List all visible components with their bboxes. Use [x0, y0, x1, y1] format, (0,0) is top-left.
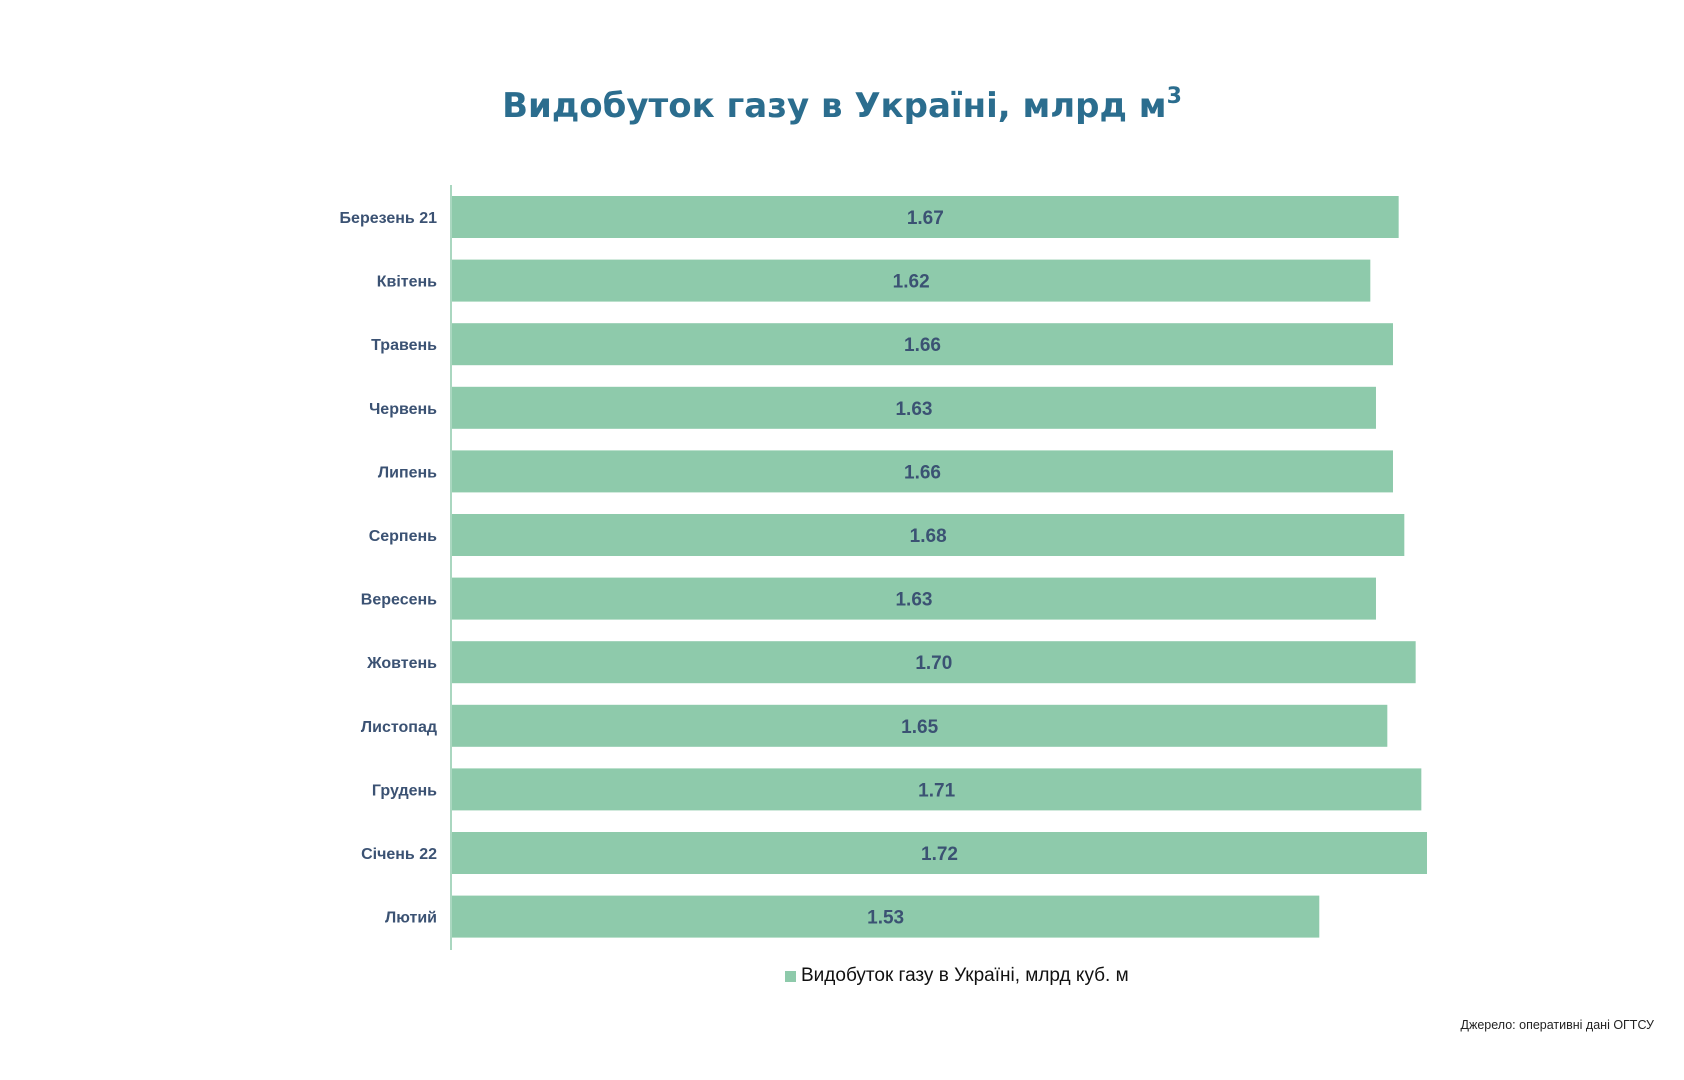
bar — [452, 704, 1388, 747]
legend: Видобуток газу в Україні, млрд куб. м — [785, 965, 1129, 987]
bar — [452, 386, 1376, 429]
category-label: Травень — [371, 337, 437, 354]
category-label: Лютий — [385, 910, 437, 927]
bar — [452, 832, 1427, 874]
bar — [452, 259, 1371, 302]
category-label: Жовтень — [366, 655, 437, 672]
chart-title: Видобуток газу в Україні, млрд м3 — [0, 84, 1684, 126]
category-label: Серпень — [369, 528, 437, 545]
bar — [452, 641, 1416, 684]
bar — [452, 514, 1405, 556]
category-label: Січень 22 — [361, 846, 437, 863]
legend-label: Видобуток газу в Україні, млрд куб. м — [801, 965, 1129, 986]
category-label: Липень — [378, 464, 437, 481]
data-label: 1.63 — [895, 590, 932, 611]
data-label: 1.62 — [893, 272, 930, 293]
chart-title-superscript: 3 — [1166, 84, 1182, 109]
category-label: Грудень — [372, 782, 437, 799]
data-label: 1.68 — [910, 526, 947, 547]
source-note: Джерело: оперативні дані ОГТСУ — [1460, 1018, 1654, 1032]
bar — [452, 768, 1422, 811]
bar — [452, 577, 1376, 620]
bar — [452, 323, 1393, 366]
data-label: 1.53 — [867, 908, 904, 929]
data-label: 1.70 — [915, 653, 952, 674]
data-label: 1.72 — [921, 844, 958, 865]
category-label: Березень 21 — [340, 210, 438, 227]
data-label: 1.65 — [901, 717, 938, 738]
bar — [452, 196, 1399, 238]
category-label: Вересень — [361, 592, 437, 609]
data-label: 1.71 — [918, 780, 955, 801]
chart-title-text: Видобуток газу в Україні, млрд м — [502, 86, 1167, 126]
data-label: 1.63 — [895, 399, 932, 420]
data-label: 1.66 — [904, 462, 941, 483]
data-label: 1.66 — [904, 335, 941, 356]
bar — [452, 895, 1320, 938]
category-label: Квітень — [377, 274, 437, 291]
bar — [452, 450, 1393, 493]
legend-swatch — [785, 970, 796, 982]
category-label: Червень — [369, 401, 437, 418]
category-label: Листопад — [361, 719, 437, 736]
data-label: 1.67 — [907, 208, 944, 229]
